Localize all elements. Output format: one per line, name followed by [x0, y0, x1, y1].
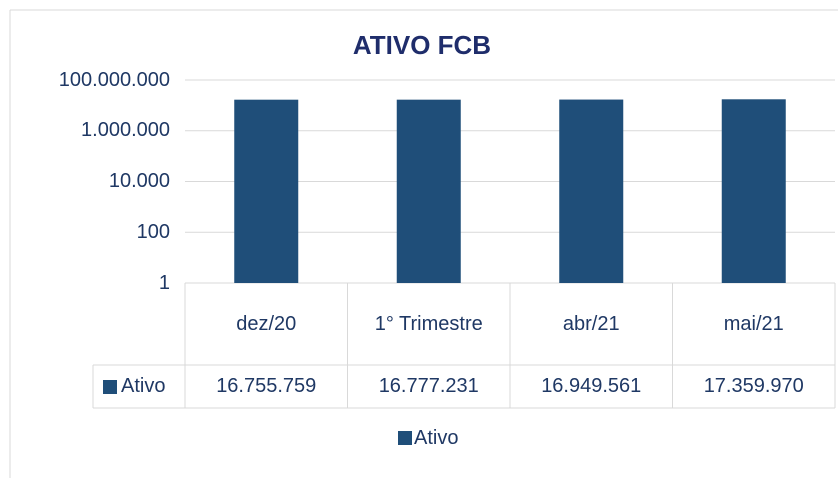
legend-swatch — [398, 431, 412, 445]
x-tick-label: 1° Trimestre — [348, 285, 511, 363]
y-tick-label: 1.000.000 — [81, 119, 170, 142]
category-text: mai/21 — [723, 313, 784, 335]
data-table-value: 16.755.759 — [216, 375, 317, 397]
y-tick-label: 10.000 — [108, 170, 170, 192]
data-table-value: 16.949.561 — [541, 375, 642, 397]
category-text: abr/21 — [562, 313, 620, 335]
data-table-value: 17.359.970 — [703, 375, 804, 397]
bar — [721, 99, 786, 283]
data-table-key: Ativo — [121, 375, 166, 397]
y-tick-label: 100.000.000 — [58, 68, 170, 91]
chart-title: ATIVO FCB — [352, 29, 492, 60]
category-text: 1° Trimestre — [374, 313, 483, 335]
legend-label: Ativo — [414, 426, 459, 449]
y-tick-label: 1 — [158, 271, 170, 294]
x-tick-label: dez/20 — [185, 285, 348, 363]
bar — [559, 99, 624, 283]
legend-swatch — [103, 380, 117, 394]
x-tick-label: mai/21 — [673, 285, 836, 363]
data-table-value: 16.777.231 — [378, 375, 479, 397]
x-tick-label: abr/21 — [510, 285, 673, 363]
bar — [396, 99, 461, 283]
category-text: dez/20 — [236, 313, 297, 335]
bar — [234, 99, 299, 284]
y-tick-label: 100 — [136, 220, 170, 243]
